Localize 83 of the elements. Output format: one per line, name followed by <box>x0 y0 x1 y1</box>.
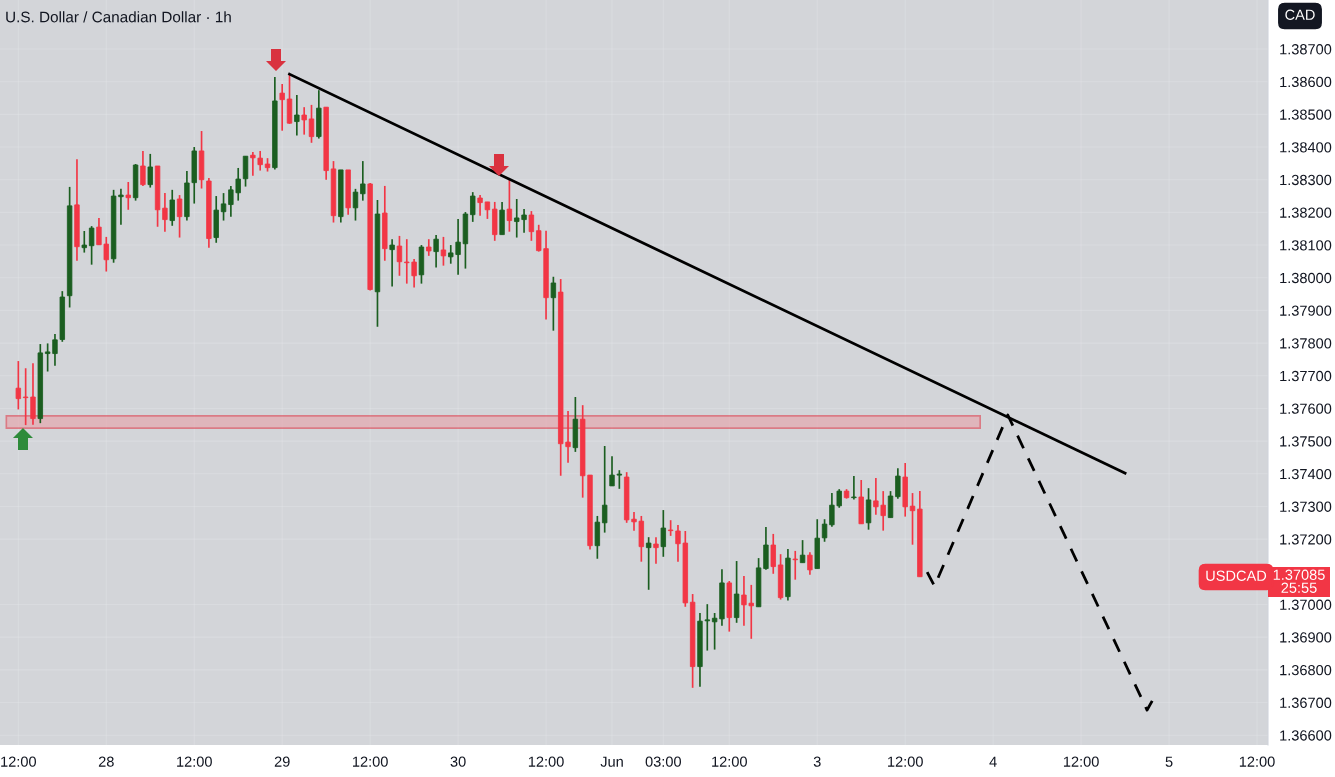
candlestick <box>140 150 146 187</box>
candlestick <box>301 106 307 136</box>
y-tick-label: 1.38000 <box>1280 272 1332 284</box>
candlestick <box>440 236 447 267</box>
candlestick <box>470 191 476 223</box>
candlestick <box>433 234 439 269</box>
x-tick-label: 12:00 <box>1063 756 1099 767</box>
x-tick-label: 12:00 <box>177 756 212 767</box>
x-tick-label: 29 <box>274 756 290 767</box>
candlestick <box>242 155 249 188</box>
x-tick-label: 03:00 <box>645 756 681 767</box>
candlestick <box>887 490 894 519</box>
y-tick-label: 1.38500 <box>1280 109 1332 120</box>
candlestick <box>653 536 659 565</box>
x-tick-label: 4 <box>989 756 997 767</box>
candlestick <box>645 536 652 591</box>
x-tick-label: 12:00 <box>353 756 388 767</box>
y-tick-label: 1.37900 <box>1280 305 1332 316</box>
x-tick-label: 12:00 <box>1 756 36 767</box>
text: 1.37085 <box>1273 569 1325 580</box>
candlestick <box>821 518 828 543</box>
candlestick <box>851 475 857 501</box>
y-tick-label: 1.38200 <box>1280 207 1332 218</box>
candlestick <box>528 210 535 242</box>
text: CAD <box>1285 9 1315 20</box>
candlestick <box>792 550 798 581</box>
x-tick-label: 12:00 <box>712 756 747 767</box>
candlestick <box>15 360 22 411</box>
y-tick-label: 1.37300 <box>1280 501 1332 512</box>
x-tick-label: Jun <box>600 756 623 767</box>
candlestick <box>279 83 285 132</box>
x-tick-label: 12:00 <box>528 756 564 767</box>
y-tick-label: 1.37600 <box>1280 403 1332 414</box>
y-tick-label: 1.37200 <box>1280 534 1332 545</box>
y-tick-label: 1.38700 <box>1280 44 1332 55</box>
y-tick-label: 1.37400 <box>1280 468 1332 480</box>
y-tick-label: 1.38600 <box>1280 76 1332 88</box>
candlestick <box>909 492 916 546</box>
candlestick <box>770 533 776 575</box>
candlestick <box>147 153 153 189</box>
candlestick <box>807 551 813 576</box>
y-tick-label: 1.37700 <box>1280 370 1332 382</box>
y-tick-label: 1.36800 <box>1280 664 1332 676</box>
candlestick <box>865 487 872 531</box>
candlestick <box>360 160 366 202</box>
y-tick-label: 1.38300 <box>1280 174 1332 186</box>
y-tick-label: 1.36600 <box>1280 730 1332 741</box>
candlestick <box>660 509 667 558</box>
y-tick-label: 1.38100 <box>1280 240 1332 251</box>
x-tick-label: 5 <box>1165 756 1173 767</box>
y-tick-label: 1.38400 <box>1280 142 1332 153</box>
candlestick <box>733 560 740 624</box>
candlestick <box>169 189 175 227</box>
x-tick-label: 12:00 <box>888 756 923 767</box>
candlestick <box>81 230 87 254</box>
candlestick <box>220 192 227 222</box>
candlestick <box>550 275 557 332</box>
y-tick-label: 1.37800 <box>1280 338 1332 349</box>
y-tick-label: 1.37000 <box>1280 599 1332 610</box>
candlestick <box>601 445 608 534</box>
candlestick <box>125 181 131 211</box>
candlestick <box>396 235 403 277</box>
x-tick-label: 30 <box>450 756 466 767</box>
candlestick <box>308 104 315 144</box>
y-tick-label: 1.37500 <box>1280 436 1332 447</box>
candlestick <box>176 194 183 239</box>
candlestick <box>389 238 395 288</box>
candlestick <box>594 515 601 560</box>
candlestick <box>88 225 95 266</box>
candlestick <box>352 188 359 222</box>
candlestick <box>506 178 513 233</box>
x-tick-label: 3 <box>813 756 821 767</box>
annotation: USDCAD <box>1206 570 1267 581</box>
candlestick <box>294 94 300 137</box>
x-tick-label: 12:00 <box>1239 756 1275 767</box>
text: 25:55 <box>1281 582 1317 593</box>
text: U.S. Dollar / Canadian Dollar · 1h <box>6 11 231 23</box>
candlestick <box>704 603 710 652</box>
x-tick-label: 28 <box>98 756 114 767</box>
y-tick-label: 1.36900 <box>1280 632 1332 643</box>
candlestick <box>799 539 806 564</box>
y-tick-label: 1.36700 <box>1280 697 1332 708</box>
candlestick <box>895 467 901 500</box>
